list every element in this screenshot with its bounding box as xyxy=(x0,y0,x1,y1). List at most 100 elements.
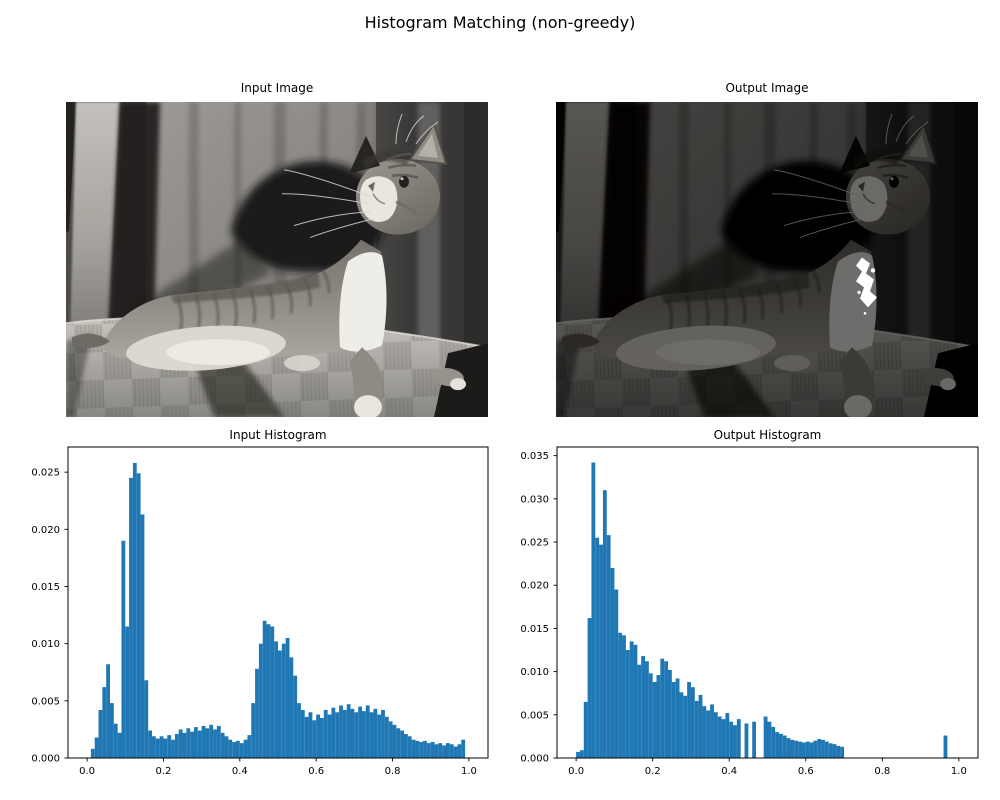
histogram-bar xyxy=(148,730,152,758)
histogram-bar xyxy=(690,687,695,758)
histogram-bar xyxy=(591,462,596,758)
histogram-bar xyxy=(426,743,431,758)
histogram-bar xyxy=(438,743,443,758)
histogram-bar xyxy=(579,750,584,758)
x-tick-label: 0.2 xyxy=(156,766,172,777)
histogram-bar xyxy=(197,730,202,758)
histogram-bar xyxy=(725,713,730,758)
histogram-bar xyxy=(840,746,845,758)
histogram-bar xyxy=(388,721,393,758)
histogram-bar xyxy=(262,620,267,758)
histogram-bar xyxy=(713,712,718,758)
histogram-bar xyxy=(373,708,378,758)
x-tick-label: 1.0 xyxy=(951,766,967,777)
histogram-bar xyxy=(618,632,623,758)
histogram-bar xyxy=(407,736,412,758)
histogram-bar xyxy=(943,735,948,758)
histogram-bar xyxy=(610,567,615,758)
histogram-bar xyxy=(801,742,806,758)
y-tick-label: 0.010 xyxy=(520,667,549,678)
histogram-bar xyxy=(775,732,779,758)
histogram-bar xyxy=(683,695,688,758)
histogram-bar xyxy=(606,535,611,758)
output-image-title: Output Image xyxy=(725,81,809,95)
histogram-bar xyxy=(239,743,244,758)
y-tick-label: 0.005 xyxy=(31,696,60,707)
output-histogram-title: Output Histogram xyxy=(713,428,822,442)
histogram-bar xyxy=(167,735,172,758)
x-tick-label: 0.0 xyxy=(79,766,95,777)
histogram-bar xyxy=(178,729,183,758)
histogram-bar xyxy=(270,626,275,758)
histogram-bar xyxy=(194,727,198,758)
histogram-bar xyxy=(323,709,328,758)
histogram-bar xyxy=(710,704,714,758)
histogram-bar xyxy=(278,650,282,758)
histogram-bar xyxy=(614,589,619,758)
histogram-bar xyxy=(342,709,347,758)
histogram-bar xyxy=(155,738,160,758)
histogram-bar xyxy=(182,732,187,758)
histogram-bar xyxy=(633,644,638,758)
output-image xyxy=(556,102,978,417)
histogram-bar xyxy=(392,724,397,758)
x-tick-label: 0.4 xyxy=(721,766,737,777)
histogram-bar xyxy=(274,641,278,758)
histogram-bar xyxy=(404,733,408,758)
histogram-bar xyxy=(625,650,630,758)
histogram-bar xyxy=(236,740,240,758)
histogram-bar xyxy=(289,657,294,758)
histogram-bar xyxy=(293,675,298,758)
histogram-bar xyxy=(243,739,248,758)
histogram-bar xyxy=(163,738,168,758)
histogram-bar xyxy=(587,618,592,758)
histogram-bar xyxy=(813,740,818,758)
x-tick-label: 0.6 xyxy=(798,766,814,777)
y-tick-label: 0.015 xyxy=(31,582,60,593)
input-histogram: 0.0 0.2 0.4 0.6 0.8 1.0 0.000 0.005 0.010 0.015 0.… xyxy=(2,437,504,796)
histogram-bar xyxy=(671,681,676,758)
x-tick-label: 0.8 xyxy=(874,766,890,777)
histogram-bar xyxy=(209,724,214,758)
output_histogram-plot: 0.0 0.2 0.4 0.6 0.8 1.0 0.000 0.005 0.010 0.015 0.… xyxy=(520,446,979,777)
histogram-bar xyxy=(717,716,722,758)
histogram-bar xyxy=(828,743,833,758)
histogram-bar xyxy=(821,739,825,758)
histogram-bar xyxy=(350,708,355,758)
histogram-bar xyxy=(652,681,657,758)
histogram-bar xyxy=(113,723,118,758)
histogram-bar xyxy=(461,739,466,758)
histogram-bar xyxy=(790,739,795,758)
histogram-bar xyxy=(786,738,791,758)
histogram-bar xyxy=(805,741,810,758)
histogram-bar xyxy=(320,717,324,758)
histogram-bar xyxy=(602,490,607,758)
histogram-bar xyxy=(687,681,691,758)
histogram-bar xyxy=(667,669,672,758)
histogram-bar xyxy=(121,540,126,758)
input-histogram-title: Input Histogram xyxy=(229,428,327,442)
histogram-bar xyxy=(702,706,707,758)
histogram-bar xyxy=(251,703,256,758)
histogram-bar xyxy=(98,709,103,758)
histogram-bar xyxy=(159,736,164,758)
histogram-bar xyxy=(430,741,435,758)
y-tick-label: 0.000 xyxy=(31,754,60,765)
histogram-bar xyxy=(794,740,799,758)
histogram-bar xyxy=(729,721,734,758)
y-tick-label: 0.030 xyxy=(520,494,549,505)
y-tick-label: 0.000 xyxy=(520,754,549,765)
histogram-bar xyxy=(415,740,420,758)
histogram-bar xyxy=(94,737,99,758)
histogram-bar xyxy=(228,739,233,758)
histogram-bar xyxy=(136,473,141,758)
histogram-bar xyxy=(752,721,757,758)
histogram-bar xyxy=(255,668,259,758)
histogram-bar xyxy=(304,716,309,758)
y-tick-label: 0.035 xyxy=(520,451,549,462)
histogram-bar xyxy=(771,726,776,758)
histogram-bar xyxy=(396,728,401,758)
histogram-bar xyxy=(129,477,133,758)
histogram-bar xyxy=(358,706,362,758)
input-image xyxy=(66,102,488,417)
